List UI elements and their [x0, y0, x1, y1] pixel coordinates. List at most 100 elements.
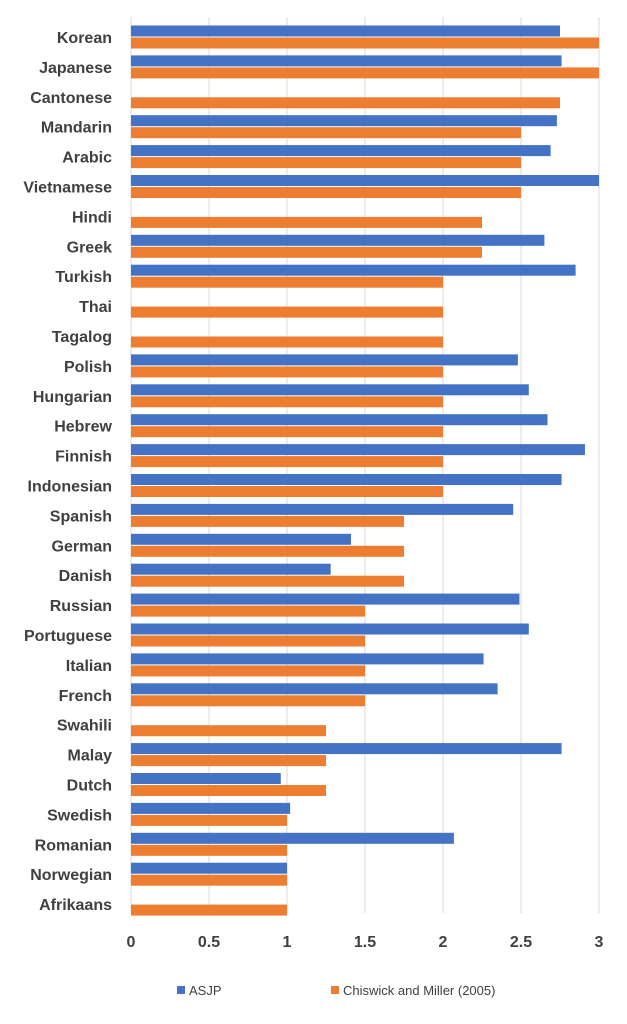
x-tick-label: 3 [595, 934, 604, 951]
bar-chiswick-and-miller-2005-dutch [131, 785, 326, 796]
category-label-russian: Russian [50, 598, 112, 615]
bar-asjp-polish [131, 354, 518, 366]
category-label-hindi: Hindi [72, 209, 112, 226]
category-label-romanian: Romanian [35, 837, 112, 854]
category-label-malay: Malay [68, 748, 113, 765]
bar-chiswick-and-miller-2005-mandarin [131, 127, 521, 139]
bar-chiswick-and-miller-2005-korean [131, 37, 599, 49]
category-label-hungarian: Hungarian [33, 389, 112, 406]
bar-asjp-greek [131, 234, 545, 246]
bar-chiswick-and-miller-2005-indonesian [131, 486, 443, 497]
x-tick-label: 0.5 [198, 934, 220, 951]
bars [131, 25, 599, 916]
bar-chiswick-and-miller-2005-portuguese [131, 635, 365, 647]
category-label-german: German [52, 538, 112, 555]
bar-asjp-arabic [131, 145, 551, 157]
category-label-hebrew: Hebrew [54, 419, 112, 436]
bar-chiswick-and-miller-2005-danish [131, 575, 404, 587]
bar-asjp-russian [131, 593, 520, 605]
category-label-spanish: Spanish [50, 508, 112, 525]
category-label-italian: Italian [66, 658, 112, 675]
category-label-arabic: Arabic [62, 150, 112, 167]
bar-asjp-italian [131, 653, 484, 665]
bar-asjp-french [131, 683, 498, 695]
bar-asjp-hebrew [131, 414, 548, 426]
bar-chiswick-and-miller-2005-german [131, 545, 404, 557]
category-label-greek: Greek [67, 239, 112, 256]
x-tick-label: 1 [283, 934, 292, 951]
bar-asjp-korean [131, 25, 560, 37]
category-label-mandarin: Mandarin [41, 120, 112, 137]
bar-asjp-turkish [131, 264, 576, 276]
category-label-afrikaans: Afrikaans [39, 897, 112, 914]
x-axis-ticks: 0 0.5 1 1.5 2 2.5 3 [127, 934, 604, 951]
category-label-norwegian: Norwegian [30, 867, 112, 884]
category-label-finnish: Finnish [55, 449, 112, 466]
x-tick-label: 2 [439, 934, 448, 951]
bar-chiswick-and-miller-2005-japanese [131, 67, 599, 79]
x-tick-label: 0 [127, 934, 136, 951]
bar-chiswick-and-miller-2005-vietnamese [131, 187, 521, 198]
bar-asjp-hungarian [131, 384, 529, 396]
bar-chiswick-and-miller-2005-turkish [131, 276, 443, 288]
bar-chiswick-and-miller-2005-greek [131, 246, 482, 258]
category-label-portuguese: Portuguese [24, 628, 112, 645]
legend-label-chiswick-miller: Chiswick and Miller (2005) [343, 983, 495, 998]
bar-asjp-finnish [131, 444, 585, 456]
category-label-swedish: Swedish [47, 807, 112, 824]
category-label-swahili: Swahili [57, 718, 112, 735]
bar-asjp-norwegian [131, 862, 287, 874]
category-label-korean: Korean [57, 30, 112, 47]
legend-swatch-asjp [177, 986, 185, 994]
bar-chiswick-and-miller-2005-arabic [131, 157, 521, 169]
category-label-polish: Polish [64, 359, 112, 376]
bar-asjp-portuguese [131, 623, 529, 635]
bar-asjp-spanish [131, 503, 514, 515]
category-label-dutch: Dutch [67, 778, 112, 795]
bar-chiswick-and-miller-2005-spanish [131, 515, 404, 527]
bar-chiswick-and-miller-2005-french [131, 695, 365, 707]
bar-asjp-dutch [131, 773, 281, 784]
bar-chiswick-and-miller-2005-russian [131, 605, 365, 617]
bar-asjp-swedish [131, 802, 291, 814]
bar-asjp-indonesian [131, 474, 562, 485]
x-tick-label: 1.5 [354, 934, 376, 951]
bar-chiswick-and-miller-2005-hindi [131, 216, 482, 228]
category-label-french: French [59, 688, 112, 705]
bar-asjp-japanese [131, 55, 562, 67]
bar-chiswick-and-miller-2005-cantonese [131, 97, 560, 109]
bar-asjp-mandarin [131, 115, 557, 127]
bar-chiswick-and-miller-2005-romanian [131, 844, 287, 856]
bar-asjp-danish [131, 563, 331, 575]
bar-chiswick-and-miller-2005-tagalog [131, 336, 443, 348]
bar-asjp-german [131, 533, 351, 545]
bar-chiswick-and-miller-2005-afrikaans [131, 904, 287, 916]
bar-asjp-romanian [131, 832, 454, 844]
bar-chiswick-and-miller-2005-hebrew [131, 426, 443, 438]
category-label-indonesian: Indonesian [28, 479, 112, 496]
bar-asjp-malay [131, 743, 562, 755]
category-label-vietnamese: Vietnamese [23, 180, 112, 197]
category-labels: Korean Japanese Cantonese Mandarin Arabic Vie… [23, 30, 112, 914]
category-label-cantonese: Cantonese [30, 90, 112, 107]
x-tick-label: 2.5 [510, 934, 532, 951]
bar-chiswick-and-miller-2005-thai [131, 306, 443, 318]
category-label-turkish: Turkish [55, 269, 112, 286]
category-label-tagalog: Tagalog [52, 329, 112, 346]
bar-chiswick-and-miller-2005-finnish [131, 456, 443, 468]
legend: ASJP Chiswick and Miller (2005) [177, 983, 495, 998]
bar-chiswick-and-miller-2005-swedish [131, 814, 287, 826]
bar-chiswick-and-miller-2005-italian [131, 665, 365, 677]
bar-chiswick-and-miller-2005-swahili [131, 725, 326, 737]
bar-chiswick-and-miller-2005-norwegian [131, 874, 287, 886]
category-label-thai: Thai [79, 299, 112, 316]
legend-swatch-chiswick [331, 986, 339, 994]
bar-asjp-vietnamese [131, 175, 599, 186]
category-label-danish: Danish [59, 568, 112, 585]
legend-label-asjp: ASJP [189, 983, 222, 998]
category-label-japanese: Japanese [39, 60, 112, 77]
bar-chiswick-and-miller-2005-malay [131, 755, 326, 767]
bar-chiswick-and-miller-2005-hungarian [131, 396, 443, 408]
bar-chiswick-and-miller-2005-polish [131, 366, 443, 378]
